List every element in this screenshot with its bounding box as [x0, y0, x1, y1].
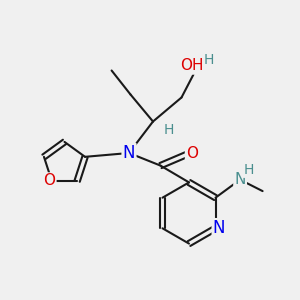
Text: O: O [44, 173, 56, 188]
Text: N: N [234, 172, 246, 187]
Text: N: N [213, 219, 225, 237]
Text: H: H [204, 53, 214, 67]
Text: OH: OH [180, 58, 204, 74]
Text: O: O [186, 146, 198, 160]
Text: H: H [243, 163, 254, 177]
Text: H: H [164, 124, 174, 137]
Text: N: N [123, 144, 135, 162]
